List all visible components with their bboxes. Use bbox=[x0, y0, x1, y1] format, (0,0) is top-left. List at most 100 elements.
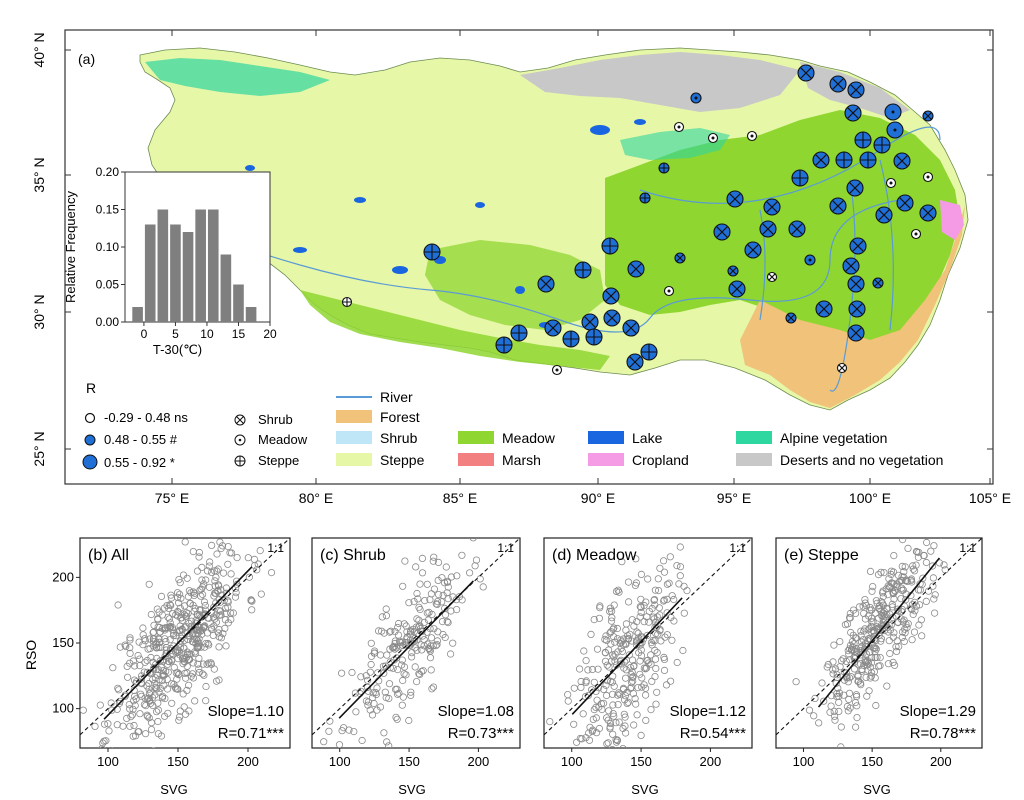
scatter-point bbox=[864, 635, 873, 643]
scatter-point bbox=[895, 642, 903, 651]
station-marker bbox=[893, 152, 911, 170]
scatter-point bbox=[320, 738, 328, 746]
scatter-point bbox=[592, 714, 600, 722]
scatter-point bbox=[922, 538, 931, 547]
scatter-point bbox=[218, 505, 224, 511]
station-marker bbox=[873, 136, 891, 154]
scatter-point bbox=[642, 664, 651, 672]
scatter-point bbox=[393, 685, 401, 693]
meadow-south bbox=[300, 290, 610, 370]
scatter-point bbox=[215, 625, 223, 634]
scatter-point bbox=[835, 698, 843, 707]
scatter-point bbox=[189, 547, 197, 556]
scatter-point bbox=[399, 676, 407, 685]
scatter-point bbox=[221, 624, 229, 633]
scatter-point bbox=[427, 642, 435, 650]
scatter-point bbox=[126, 649, 134, 658]
scatter-point bbox=[901, 563, 909, 571]
scatter-point bbox=[668, 592, 676, 600]
legend-steppe-label: Steppe bbox=[258, 453, 299, 468]
scatter-point bbox=[175, 575, 183, 584]
scatter-point bbox=[634, 629, 642, 637]
scatter-point bbox=[224, 619, 232, 627]
scatter-point bbox=[203, 629, 212, 637]
scatter-point bbox=[212, 677, 221, 685]
scatter-point bbox=[639, 635, 647, 643]
scatter-point bbox=[413, 615, 421, 623]
scatter-point bbox=[432, 600, 440, 608]
scatter-point bbox=[587, 630, 595, 639]
fit-line bbox=[571, 597, 683, 715]
scatter-point bbox=[465, 569, 474, 577]
scatter-point bbox=[434, 576, 442, 585]
scatter-point bbox=[479, 583, 487, 591]
scatter-point bbox=[151, 674, 159, 682]
scatter-point bbox=[618, 558, 626, 566]
scatter-point bbox=[136, 661, 144, 670]
scatter-point bbox=[940, 538, 943, 539]
scatter-point bbox=[862, 650, 871, 658]
scatter-point bbox=[182, 674, 190, 682]
scatter-point bbox=[363, 676, 372, 684]
scatter-point bbox=[367, 652, 376, 660]
scatter-point bbox=[609, 625, 617, 633]
lon-label-95: 95° E bbox=[717, 490, 751, 506]
scatter-point bbox=[651, 646, 659, 655]
r-label: R=0.73*** bbox=[448, 725, 514, 742]
scatter-point bbox=[433, 637, 441, 645]
lon-label-80: 80° E bbox=[299, 490, 333, 506]
scatter-point bbox=[426, 596, 434, 604]
scatter-point bbox=[867, 669, 876, 677]
scatter-point bbox=[577, 677, 585, 686]
scatter-point bbox=[654, 586, 663, 595]
scatter-point bbox=[380, 729, 388, 737]
scatter-point bbox=[403, 628, 411, 636]
panel-b-xlabel: SVG bbox=[160, 782, 187, 797]
scatter-point bbox=[181, 658, 189, 666]
scatter-point bbox=[582, 678, 590, 687]
scatter-point bbox=[908, 601, 917, 609]
scatter-point bbox=[196, 586, 204, 594]
histogram-xtick-label: 0 bbox=[141, 327, 148, 341]
scatter-point bbox=[637, 646, 645, 654]
rivers bbox=[169, 126, 941, 392]
legend-R-star-marker bbox=[82, 454, 98, 470]
scatter-point bbox=[606, 719, 615, 728]
slope-label: Slope=1.10 bbox=[208, 703, 284, 720]
scatter-point bbox=[109, 664, 117, 672]
scatter-point bbox=[335, 741, 344, 748]
scatter-point bbox=[632, 700, 640, 708]
scatter-point bbox=[188, 670, 197, 678]
scatter-point bbox=[629, 689, 638, 698]
scatter-point bbox=[147, 725, 156, 734]
scatter-point bbox=[586, 723, 594, 731]
scatter-point bbox=[418, 646, 426, 654]
cropland-region bbox=[940, 200, 964, 240]
scatter-point bbox=[127, 712, 135, 721]
scatter-point bbox=[84, 792, 90, 798]
scatter-point bbox=[116, 697, 124, 705]
scatter-point bbox=[636, 613, 644, 621]
scatter-point bbox=[893, 605, 902, 613]
scatter-point bbox=[453, 572, 461, 580]
scatter-point bbox=[222, 589, 231, 597]
scatter-point bbox=[929, 574, 938, 582]
scatter-point bbox=[187, 650, 195, 658]
legend-river-label: River bbox=[380, 389, 413, 405]
scatter-point bbox=[416, 580, 424, 588]
scatter-point bbox=[594, 665, 602, 673]
scatter-point bbox=[181, 538, 189, 546]
histogram-ytick-label: 0.10 bbox=[96, 240, 120, 254]
scatter-point bbox=[152, 766, 158, 772]
scatter-point bbox=[628, 637, 636, 645]
scatter-point bbox=[610, 682, 618, 690]
legend-landcover: River Forest Shrub Steppe Meadow Marsh L… bbox=[336, 389, 943, 468]
scatter-point bbox=[843, 620, 852, 628]
scatter-title: (b) All bbox=[88, 547, 129, 564]
station-marker bbox=[836, 362, 848, 374]
scatter-point bbox=[233, 553, 241, 562]
scatter-point bbox=[205, 583, 213, 591]
scatter-point bbox=[153, 685, 161, 693]
scatter-point bbox=[147, 653, 155, 662]
scatter-point bbox=[873, 599, 881, 607]
